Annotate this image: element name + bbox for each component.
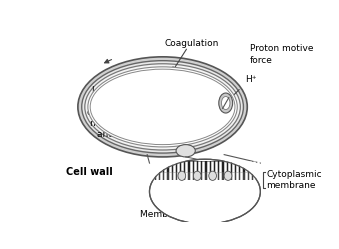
- Text: Proton motive
force: Proton motive force: [250, 45, 313, 64]
- Text: Membrane proteins: Membrane proteins: [140, 210, 228, 219]
- Ellipse shape: [178, 171, 186, 181]
- Ellipse shape: [78, 57, 247, 157]
- Text: Coagulation: Coagulation: [165, 39, 219, 48]
- Ellipse shape: [149, 159, 260, 224]
- Ellipse shape: [209, 171, 217, 181]
- Text: H⁺: H⁺: [245, 75, 257, 84]
- Bar: [151, 172, 259, 180]
- Text: Leakage of
cytoplasmic
constituents:
metabolites
and ions: Leakage of cytoplasmic constituents: met…: [87, 86, 146, 139]
- Ellipse shape: [90, 69, 235, 145]
- Text: Cytoplasmic
membrane: Cytoplasmic membrane: [266, 170, 322, 190]
- Ellipse shape: [219, 93, 233, 113]
- Ellipse shape: [224, 171, 232, 181]
- Bar: [151, 161, 259, 172]
- Ellipse shape: [88, 67, 237, 147]
- Ellipse shape: [176, 145, 195, 157]
- Ellipse shape: [221, 96, 230, 110]
- Ellipse shape: [85, 64, 240, 150]
- Ellipse shape: [82, 61, 243, 153]
- Ellipse shape: [193, 171, 201, 181]
- Text: Cytoplasm: Cytoplasm: [162, 110, 210, 119]
- Text: Cell wall: Cell wall: [66, 167, 113, 177]
